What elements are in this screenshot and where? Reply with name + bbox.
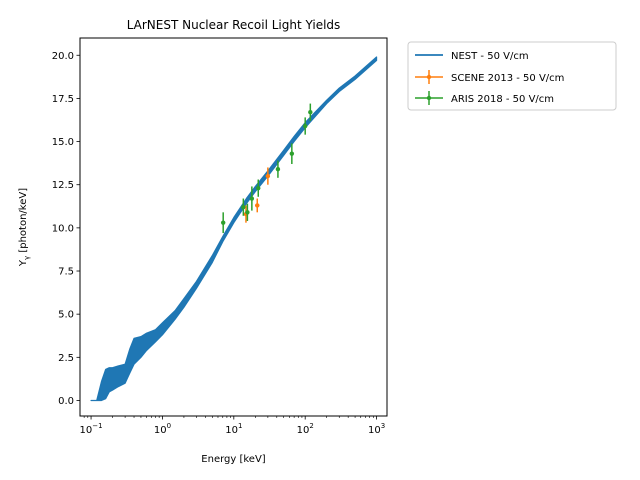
y-axis-label: Yγ [photon/keV] (18, 188, 31, 267)
aris-point-2 (245, 203, 250, 221)
scene-marker-1 (255, 203, 260, 208)
aris-point-6 (289, 143, 295, 164)
legend-swatch-aris (415, 91, 443, 105)
y-tick-label-0: 0.0 (58, 396, 74, 407)
aris-point-0 (220, 212, 226, 234)
x-tick-label-1: 100 (154, 422, 171, 436)
aris-marker-4 (256, 185, 261, 191)
y-tick-label-2: 5.0 (58, 310, 74, 321)
aris-point-1 (241, 198, 246, 216)
aris-marker-6 (289, 151, 295, 156)
aris-point-4 (256, 179, 261, 197)
y-tick-label-3: 7.5 (58, 267, 74, 278)
scene-point-1 (254, 198, 260, 213)
aris-marker-0 (220, 220, 226, 225)
legend-swatch-scene (415, 70, 443, 84)
y-tick-label-8: 20.0 (52, 51, 74, 62)
chart-title: LArNEST Nuclear Recoil Light Yields (127, 18, 341, 32)
aris-point-3 (249, 186, 255, 211)
nest-band-layer (90, 56, 378, 402)
x-ticks: 10−1 100 101 102 103 (80, 416, 385, 436)
x-tick-label-2: 101 (225, 422, 242, 436)
aris-marker-7 (302, 123, 308, 129)
y-axis-label-rest: [photon/keV] (18, 188, 29, 256)
aris-point-7 (302, 117, 308, 135)
aris-marker-2 (245, 210, 250, 215)
y-tick-label-1: 2.5 (58, 353, 74, 364)
nest-band (90, 56, 378, 402)
aris-marker-5 (275, 166, 281, 172)
y-tick-label-7: 17.5 (52, 94, 74, 105)
y-axis-label-sub: γ (23, 256, 31, 260)
aris-point-5 (275, 160, 281, 178)
legend-label-aris: ARIS 2018 - 50 V/cm (451, 94, 554, 105)
y-ticks: 0.0 2.5 5.0 7.5 10.0 12.5 15.0 17.5 20.0 (52, 51, 80, 407)
aris-marker-3 (249, 196, 255, 201)
y-axis-label-main: Y (18, 259, 29, 267)
legend: NEST - 50 V/cm SCENE 2013 - 50 V/cm ARIS… (407, 41, 617, 111)
x-tick-label-3: 102 (297, 422, 314, 436)
x-tick-label-4: 103 (368, 422, 385, 436)
errorbar-layer (220, 103, 313, 234)
scene-marker-2 (265, 173, 271, 179)
legend-box (407, 41, 617, 111)
y-tick-label-5: 12.5 (52, 180, 74, 191)
aris-marker-8 (308, 110, 313, 115)
y-tick-label-4: 10.0 (52, 223, 74, 234)
x-tick-label-0: 10−1 (80, 422, 103, 436)
aris-point-8 (308, 103, 313, 121)
aris-marker-1 (241, 204, 246, 210)
y-tick-label-6: 15.0 (52, 137, 74, 148)
legend-label-nest: NEST - 50 V/cm (451, 51, 529, 62)
legend-label-scene: SCENE 2013 - 50 V/cm (451, 73, 564, 84)
scene-point-2 (265, 167, 271, 185)
x-axis-label: Energy [keV] (201, 454, 266, 465)
